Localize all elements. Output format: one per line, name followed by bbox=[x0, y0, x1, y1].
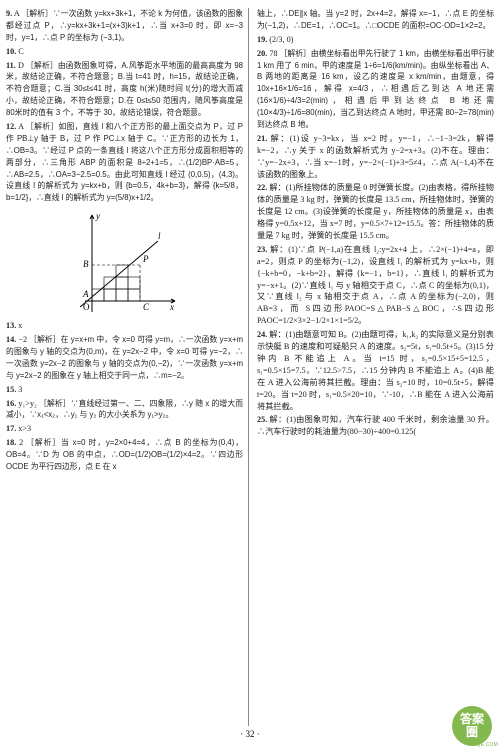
page-number: · 32 · bbox=[6, 729, 494, 739]
svg-text:O: O bbox=[83, 302, 90, 312]
svg-text:y: y bbox=[95, 211, 100, 221]
watermark: 答案 圈 MXQE.COM bbox=[452, 706, 498, 748]
q25: 25. 解：(1)由图象可知，汽车行驶 400 千米时，剩余油量 30 升。∴汽… bbox=[257, 414, 494, 438]
watermark-url: MXQE.COM bbox=[469, 742, 498, 748]
q17: 17. x>3 bbox=[6, 423, 243, 435]
q21: 21. 解：(1)设 y−3=kx，当 x=2 时，y=−1，∴−1−3=2k，… bbox=[257, 133, 494, 181]
svg-text:B: B bbox=[83, 259, 89, 269]
q9: 9. A ［解析］∵一次函数 y=kx+3k+1，不论 k 为何值，该函数的图象… bbox=[6, 8, 243, 44]
q11: 11. D ［解析］由函数图象可得，A.风筝距水平地面的最高高度为 98 米，故… bbox=[6, 60, 243, 119]
q18-cont: 轴上，∴DE∥x 轴。当 y=2 时，2x+4=2，解得 x=−1，∴点 E 的… bbox=[257, 8, 494, 32]
q14: 14. −2 ［解析］在 y=x+m 中，令 x=0 可得 y=m，∴一次函数 … bbox=[6, 334, 243, 382]
q19: 19. (2/3, 0) bbox=[257, 34, 494, 46]
q12: 12. A ［解析］如图，直线 l 和八个正方形的最上面交点为 P，过 P 作 … bbox=[6, 121, 243, 204]
q12-diagram: O A B P C x y l bbox=[70, 207, 180, 317]
svg-text:l: l bbox=[158, 231, 161, 241]
q16: 16. y₁>y₂ ［解析］∵直线经过第一、二、四象限，∴y 随 x 的增大而减… bbox=[6, 398, 243, 422]
q22: 22. 解：(1)所挂物体的质量是 0 时弹簧长度。(2)由表格，得所挂物体的质… bbox=[257, 182, 494, 241]
svg-text:A: A bbox=[82, 289, 89, 299]
q15: 15. 3 bbox=[6, 384, 243, 396]
q20: 20. 78 ［解析］由横坐标看出甲先行驶了 1 km，由横坐标看出甲行驶 1 … bbox=[257, 48, 494, 131]
q13: 13. x bbox=[6, 320, 243, 332]
q10: 10. C bbox=[6, 46, 243, 58]
svg-text:x: x bbox=[169, 302, 174, 312]
svg-text:C: C bbox=[143, 302, 150, 312]
watermark-text-bottom: 圈 bbox=[466, 726, 478, 739]
svg-text:P: P bbox=[142, 254, 149, 264]
q18: 18. 2 ［解析］当 x=0 时，y=2×0+4=4，∴点 B 的坐标为(0,… bbox=[6, 437, 243, 473]
q23: 23. 解：(1)∵点 P(−1,a)在直线 l₂:y=2x+4 上，∴2×(−… bbox=[257, 244, 494, 327]
q24: 24. 解：(1)由题意可知 B。(2)由题可得，k₁,k₂ 的实际意义是分别表… bbox=[257, 329, 494, 412]
right-column: 轴上，∴DE∥x 轴。当 y=2 时，2x+4=2，解得 x=−1，∴点 E 的… bbox=[255, 8, 494, 726]
left-column: 9. A ［解析］∵一次函数 y=kx+3k+1，不论 k 为何值，该函数的图象… bbox=[6, 8, 249, 726]
